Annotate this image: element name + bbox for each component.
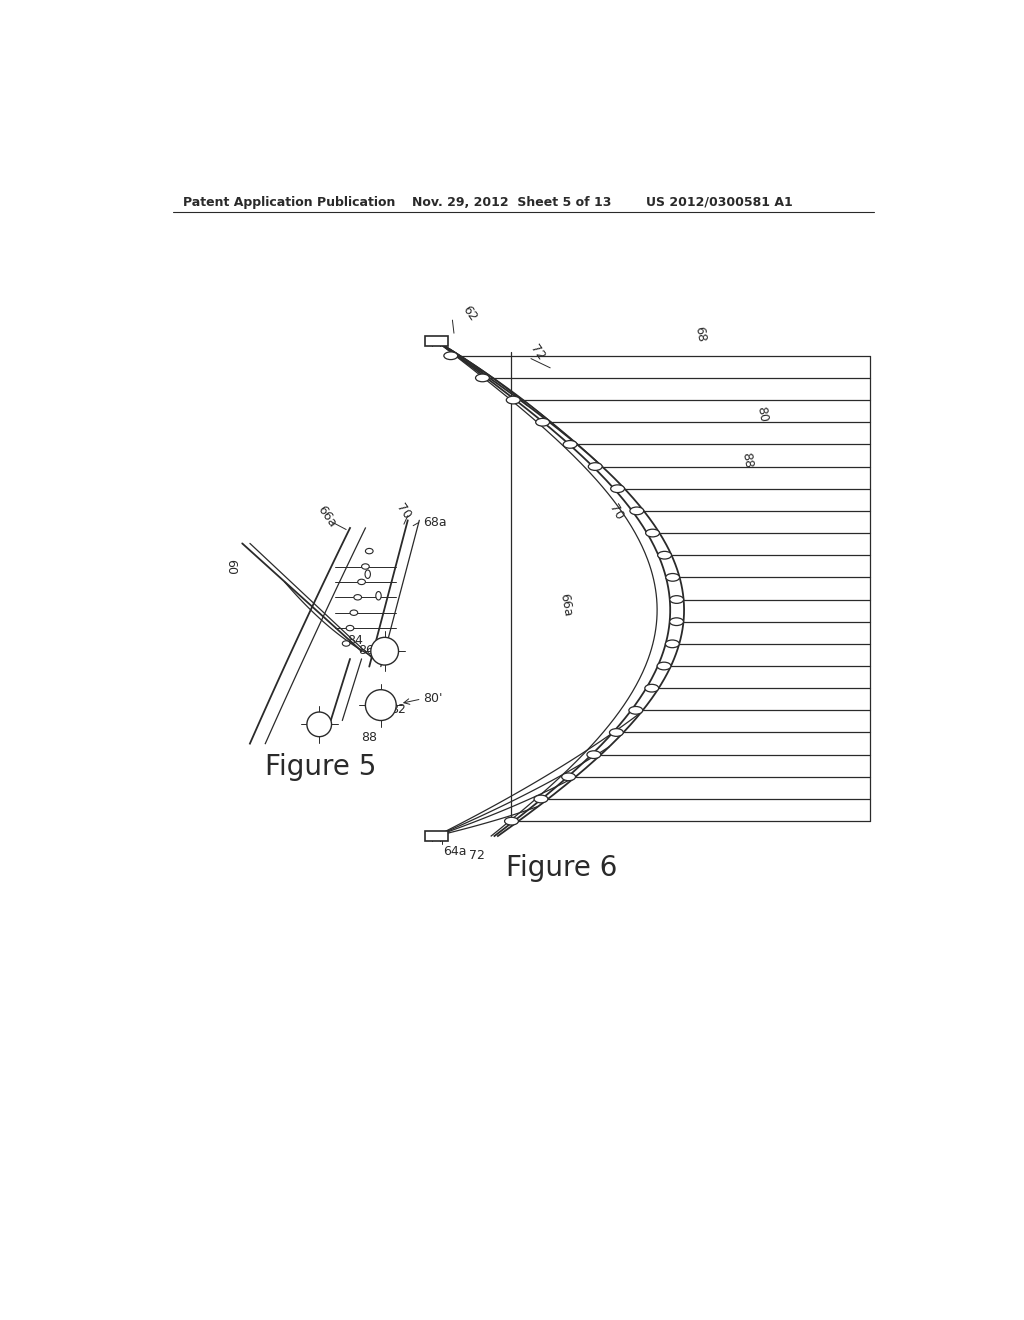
- Ellipse shape: [645, 684, 658, 692]
- Text: Patent Application Publication: Patent Application Publication: [183, 195, 395, 209]
- Text: 64a: 64a: [443, 845, 467, 858]
- Circle shape: [307, 711, 332, 737]
- Text: 68a: 68a: [423, 516, 446, 529]
- Ellipse shape: [366, 548, 373, 554]
- Ellipse shape: [657, 552, 672, 560]
- Text: 66a: 66a: [314, 503, 339, 529]
- Text: 86: 86: [358, 644, 374, 657]
- Ellipse shape: [357, 579, 366, 585]
- Text: 70: 70: [606, 503, 626, 523]
- Ellipse shape: [346, 626, 354, 631]
- Text: 66a: 66a: [557, 593, 574, 618]
- Text: Figure 6: Figure 6: [506, 854, 617, 882]
- Bar: [425, 335, 447, 346]
- Text: 62: 62: [460, 304, 480, 325]
- Ellipse shape: [589, 463, 602, 470]
- Ellipse shape: [587, 751, 601, 759]
- Ellipse shape: [670, 618, 683, 626]
- Text: 68: 68: [692, 325, 709, 343]
- Ellipse shape: [609, 729, 624, 737]
- Ellipse shape: [666, 640, 679, 648]
- Bar: [425, 830, 447, 841]
- Text: 60: 60: [224, 558, 238, 574]
- Ellipse shape: [354, 594, 361, 601]
- Ellipse shape: [629, 706, 643, 714]
- Text: 88: 88: [361, 731, 377, 744]
- Circle shape: [366, 690, 396, 721]
- Ellipse shape: [561, 774, 575, 780]
- Ellipse shape: [505, 817, 518, 825]
- Ellipse shape: [563, 441, 578, 449]
- Text: Figure 5: Figure 5: [265, 752, 377, 780]
- Ellipse shape: [666, 573, 680, 581]
- Ellipse shape: [365, 570, 371, 578]
- Ellipse shape: [630, 507, 644, 515]
- Ellipse shape: [610, 484, 625, 492]
- Ellipse shape: [361, 564, 370, 569]
- Text: 84: 84: [347, 634, 364, 647]
- Text: 70: 70: [394, 500, 414, 521]
- Text: 80: 80: [754, 405, 770, 424]
- Ellipse shape: [535, 795, 548, 803]
- Ellipse shape: [350, 610, 357, 615]
- Ellipse shape: [342, 640, 350, 647]
- Ellipse shape: [536, 418, 550, 426]
- Text: Nov. 29, 2012  Sheet 5 of 13: Nov. 29, 2012 Sheet 5 of 13: [412, 195, 611, 209]
- Ellipse shape: [670, 595, 684, 603]
- Ellipse shape: [506, 396, 520, 404]
- Ellipse shape: [646, 529, 659, 537]
- Ellipse shape: [443, 352, 458, 359]
- Circle shape: [371, 638, 398, 665]
- Ellipse shape: [657, 663, 671, 669]
- Text: 72: 72: [469, 849, 485, 862]
- Text: US 2012/0300581 A1: US 2012/0300581 A1: [646, 195, 794, 209]
- Ellipse shape: [475, 374, 489, 381]
- Ellipse shape: [376, 591, 381, 601]
- Text: 80': 80': [423, 693, 442, 705]
- Text: 72: 72: [527, 342, 547, 363]
- Text: 88: 88: [738, 451, 755, 470]
- Text: 82: 82: [390, 704, 406, 717]
